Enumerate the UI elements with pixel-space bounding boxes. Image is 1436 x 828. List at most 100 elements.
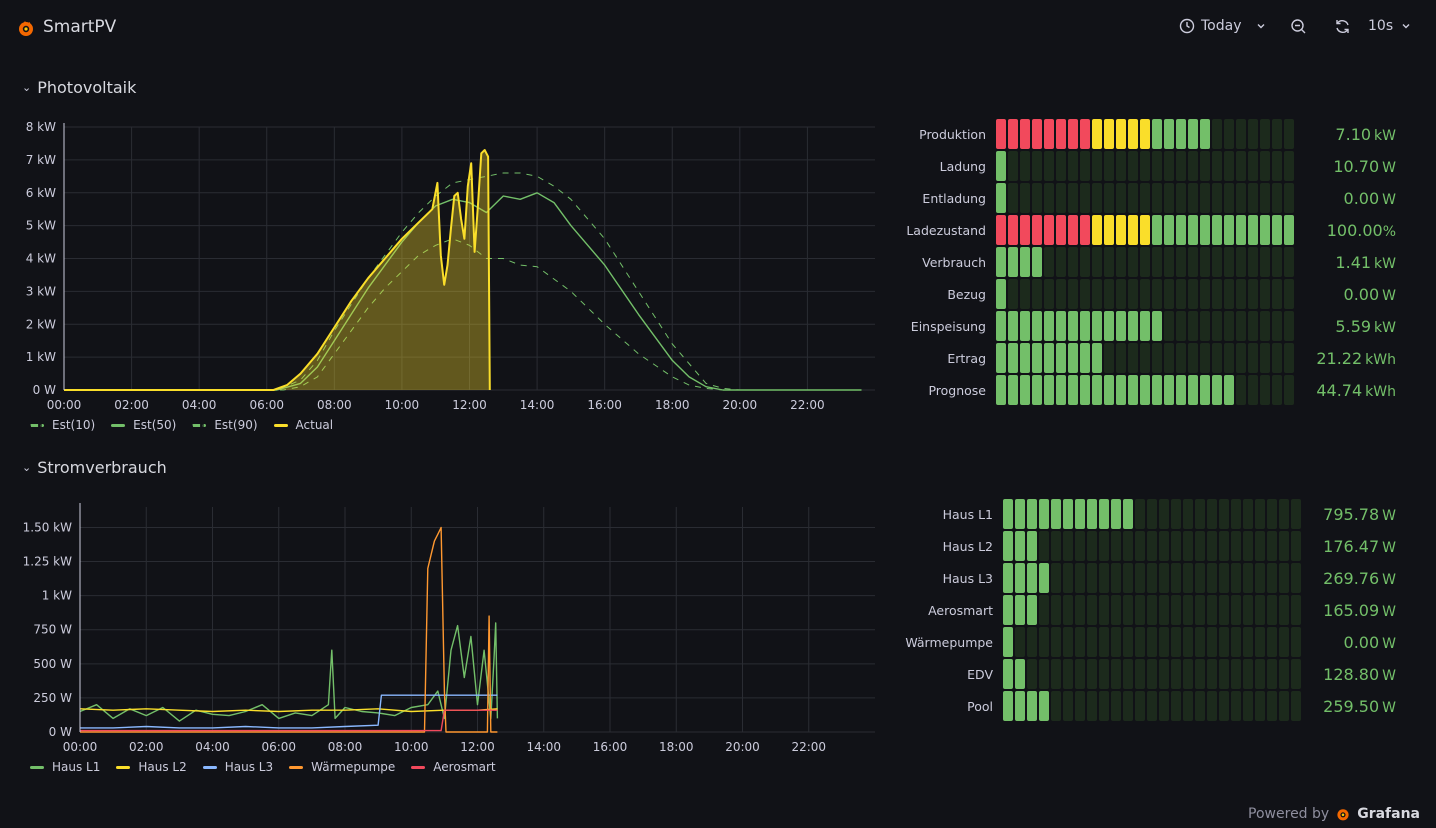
gauge-cell bbox=[1212, 183, 1222, 213]
series-line-est-10-[interactable] bbox=[64, 238, 862, 391]
legend-item[interactable]: Haus L1 bbox=[30, 760, 100, 774]
gauge-cell bbox=[1291, 499, 1301, 529]
gauge-cell bbox=[1123, 691, 1133, 721]
gauge-label: Ladung bbox=[939, 158, 986, 174]
row-header-photovoltaik[interactable]: ⌄ Photovoltaik bbox=[22, 78, 136, 97]
gauge-cell bbox=[1008, 279, 1018, 309]
time-range-picker[interactable]: Today bbox=[1179, 18, 1268, 34]
gauge-cell bbox=[1195, 531, 1205, 561]
powered-by-footer[interactable]: Powered by Grafana bbox=[1248, 806, 1420, 822]
gauge-cell bbox=[1200, 279, 1210, 309]
refresh-interval-picker[interactable]: 10s bbox=[1368, 18, 1413, 34]
app-title[interactable]: SmartPV bbox=[43, 17, 117, 37]
series-line-haus-l3[interactable] bbox=[80, 694, 498, 729]
gauge-row[interactable]: Haus L1 795.78 W bbox=[900, 498, 1420, 530]
series-line-w-rmepumpe[interactable] bbox=[80, 526, 498, 733]
legend-item[interactable]: Wärmepumpe bbox=[289, 760, 395, 774]
legend-item[interactable]: Actual bbox=[273, 418, 333, 432]
x-tick-label: 02:00 bbox=[114, 398, 149, 410]
gauge-cell bbox=[1291, 659, 1301, 689]
chevron-down-icon bbox=[1257, 24, 1264, 29]
pv-chart[interactable]: 0 W 1 kW 2 kW 3 kW 4 kW 5 kW 6 kW 7 kW 8 kW 00:00… bbox=[0, 110, 890, 410]
gauge-row[interactable]: Wärmepumpe 0.00 W bbox=[900, 626, 1420, 658]
x-tick-label: 22:00 bbox=[790, 398, 825, 410]
gauge-cell bbox=[1080, 151, 1090, 181]
gauge-cell bbox=[1063, 595, 1073, 625]
gauge-cell bbox=[1284, 247, 1294, 277]
gauge-row[interactable]: Haus L3 269.76 W bbox=[900, 562, 1420, 594]
row-header-stromverbrauch[interactable]: ⌄ Stromverbrauch bbox=[22, 458, 167, 477]
series-line-haus-l2[interactable] bbox=[79, 708, 498, 713]
gauge-cell bbox=[1111, 595, 1121, 625]
legend-item[interactable]: Est(50) bbox=[111, 418, 176, 432]
gauge-cell bbox=[1272, 375, 1282, 405]
gauge-row[interactable]: Ladezustand 100.00% bbox=[900, 214, 1420, 246]
gauge-cell bbox=[1140, 279, 1150, 309]
gauge-unit: W bbox=[1382, 287, 1396, 304]
gauge-cell bbox=[1212, 247, 1222, 277]
legend-item[interactable]: Haus L2 bbox=[116, 760, 187, 774]
gauge-cell bbox=[1075, 531, 1085, 561]
legend-item[interactable]: Haus L3 bbox=[202, 760, 273, 774]
gauge-cell bbox=[1224, 247, 1234, 277]
gauge-row[interactable]: Ertrag 21.22 kWh bbox=[900, 342, 1420, 374]
gauge-row[interactable]: Prognose 44.74 kWh bbox=[900, 374, 1420, 406]
legend-item[interactable]: Est(10) bbox=[30, 418, 95, 432]
gauge-bar bbox=[996, 151, 1294, 181]
gauge-row[interactable]: Einspeisung 5.59 kW bbox=[900, 310, 1420, 342]
gauge-cell bbox=[1123, 499, 1133, 529]
x-tick-label: 04:00 bbox=[182, 398, 217, 410]
gauge-cell bbox=[1063, 531, 1073, 561]
gauge-number: 7.10 bbox=[1335, 124, 1372, 144]
gauge-cell bbox=[1135, 531, 1145, 561]
consumption-chart[interactable]: 0 W 250 W 500 W 750 W 1 kW 1.25 kW 1.50 kW 00:0… bbox=[0, 495, 890, 755]
series-line-haus-l1[interactable] bbox=[79, 622, 499, 722]
gauge-cell bbox=[1135, 659, 1145, 689]
gauge-row[interactable]: Bezug 0.00 W bbox=[900, 278, 1420, 310]
refresh-button[interactable] bbox=[1334, 18, 1351, 35]
gauge-cell bbox=[1068, 119, 1078, 149]
gauge-cell bbox=[1200, 183, 1210, 213]
gauge-row[interactable]: Aerosmart 165.09 W bbox=[900, 594, 1420, 626]
series-line-est-50-[interactable] bbox=[64, 192, 862, 391]
gauge-cell bbox=[1272, 119, 1282, 149]
legend-item[interactable]: Aerosmart bbox=[411, 760, 496, 774]
gauge-cell bbox=[1267, 691, 1277, 721]
gauge-cell bbox=[1032, 247, 1042, 277]
gauge-cell bbox=[1099, 563, 1109, 593]
gauge-row[interactable]: Verbrauch 1.41 kW bbox=[900, 246, 1420, 278]
legend-label: Haus L1 bbox=[52, 760, 101, 774]
gauge-row[interactable]: EDV 128.80 W bbox=[900, 658, 1420, 690]
gauge-cell bbox=[1279, 499, 1289, 529]
gauge-value: 1.41 kW bbox=[1276, 253, 1396, 272]
gauge-bar bbox=[996, 119, 1294, 149]
legend-item[interactable]: Est(90) bbox=[192, 418, 258, 432]
gauge-cell bbox=[996, 119, 1006, 149]
gauge-cell bbox=[1152, 375, 1162, 405]
gauge-cell bbox=[1147, 499, 1157, 529]
gauge-row[interactable]: Pool 259.50 W bbox=[900, 690, 1420, 722]
gauge-cell bbox=[1020, 183, 1030, 213]
gauge-row[interactable]: Haus L2 176.47 W bbox=[900, 530, 1420, 562]
series-line-est-90-[interactable] bbox=[64, 172, 862, 391]
gauge-cell bbox=[1051, 531, 1061, 561]
gauge-row[interactable]: Ladung 10.70 W bbox=[900, 150, 1420, 182]
gauge-cell bbox=[1255, 595, 1265, 625]
gauge-number: 21.22 bbox=[1316, 348, 1363, 368]
gauge-cell bbox=[1080, 375, 1090, 405]
gauge-cell bbox=[1176, 343, 1186, 373]
gauge-label: Verbrauch bbox=[922, 254, 986, 270]
gauge-cell bbox=[1284, 375, 1294, 405]
gauge-row[interactable]: Entladung 0.00 W bbox=[900, 182, 1420, 214]
gauge-row[interactable]: Produktion 7.10 kW bbox=[900, 118, 1420, 150]
series-line-aerosmart[interactable] bbox=[80, 709, 498, 732]
gauge-cell bbox=[1248, 119, 1258, 149]
zoom-out-button[interactable] bbox=[1290, 18, 1307, 35]
series-line-actual[interactable] bbox=[64, 149, 491, 391]
gauge-cell bbox=[1152, 311, 1162, 341]
x-tick-label: 00:00 bbox=[47, 398, 82, 410]
gauge-cell bbox=[1243, 595, 1253, 625]
gauge-cell bbox=[1291, 691, 1301, 721]
grafana-logo-icon[interactable] bbox=[16, 18, 36, 38]
gauge-cell bbox=[1008, 375, 1018, 405]
